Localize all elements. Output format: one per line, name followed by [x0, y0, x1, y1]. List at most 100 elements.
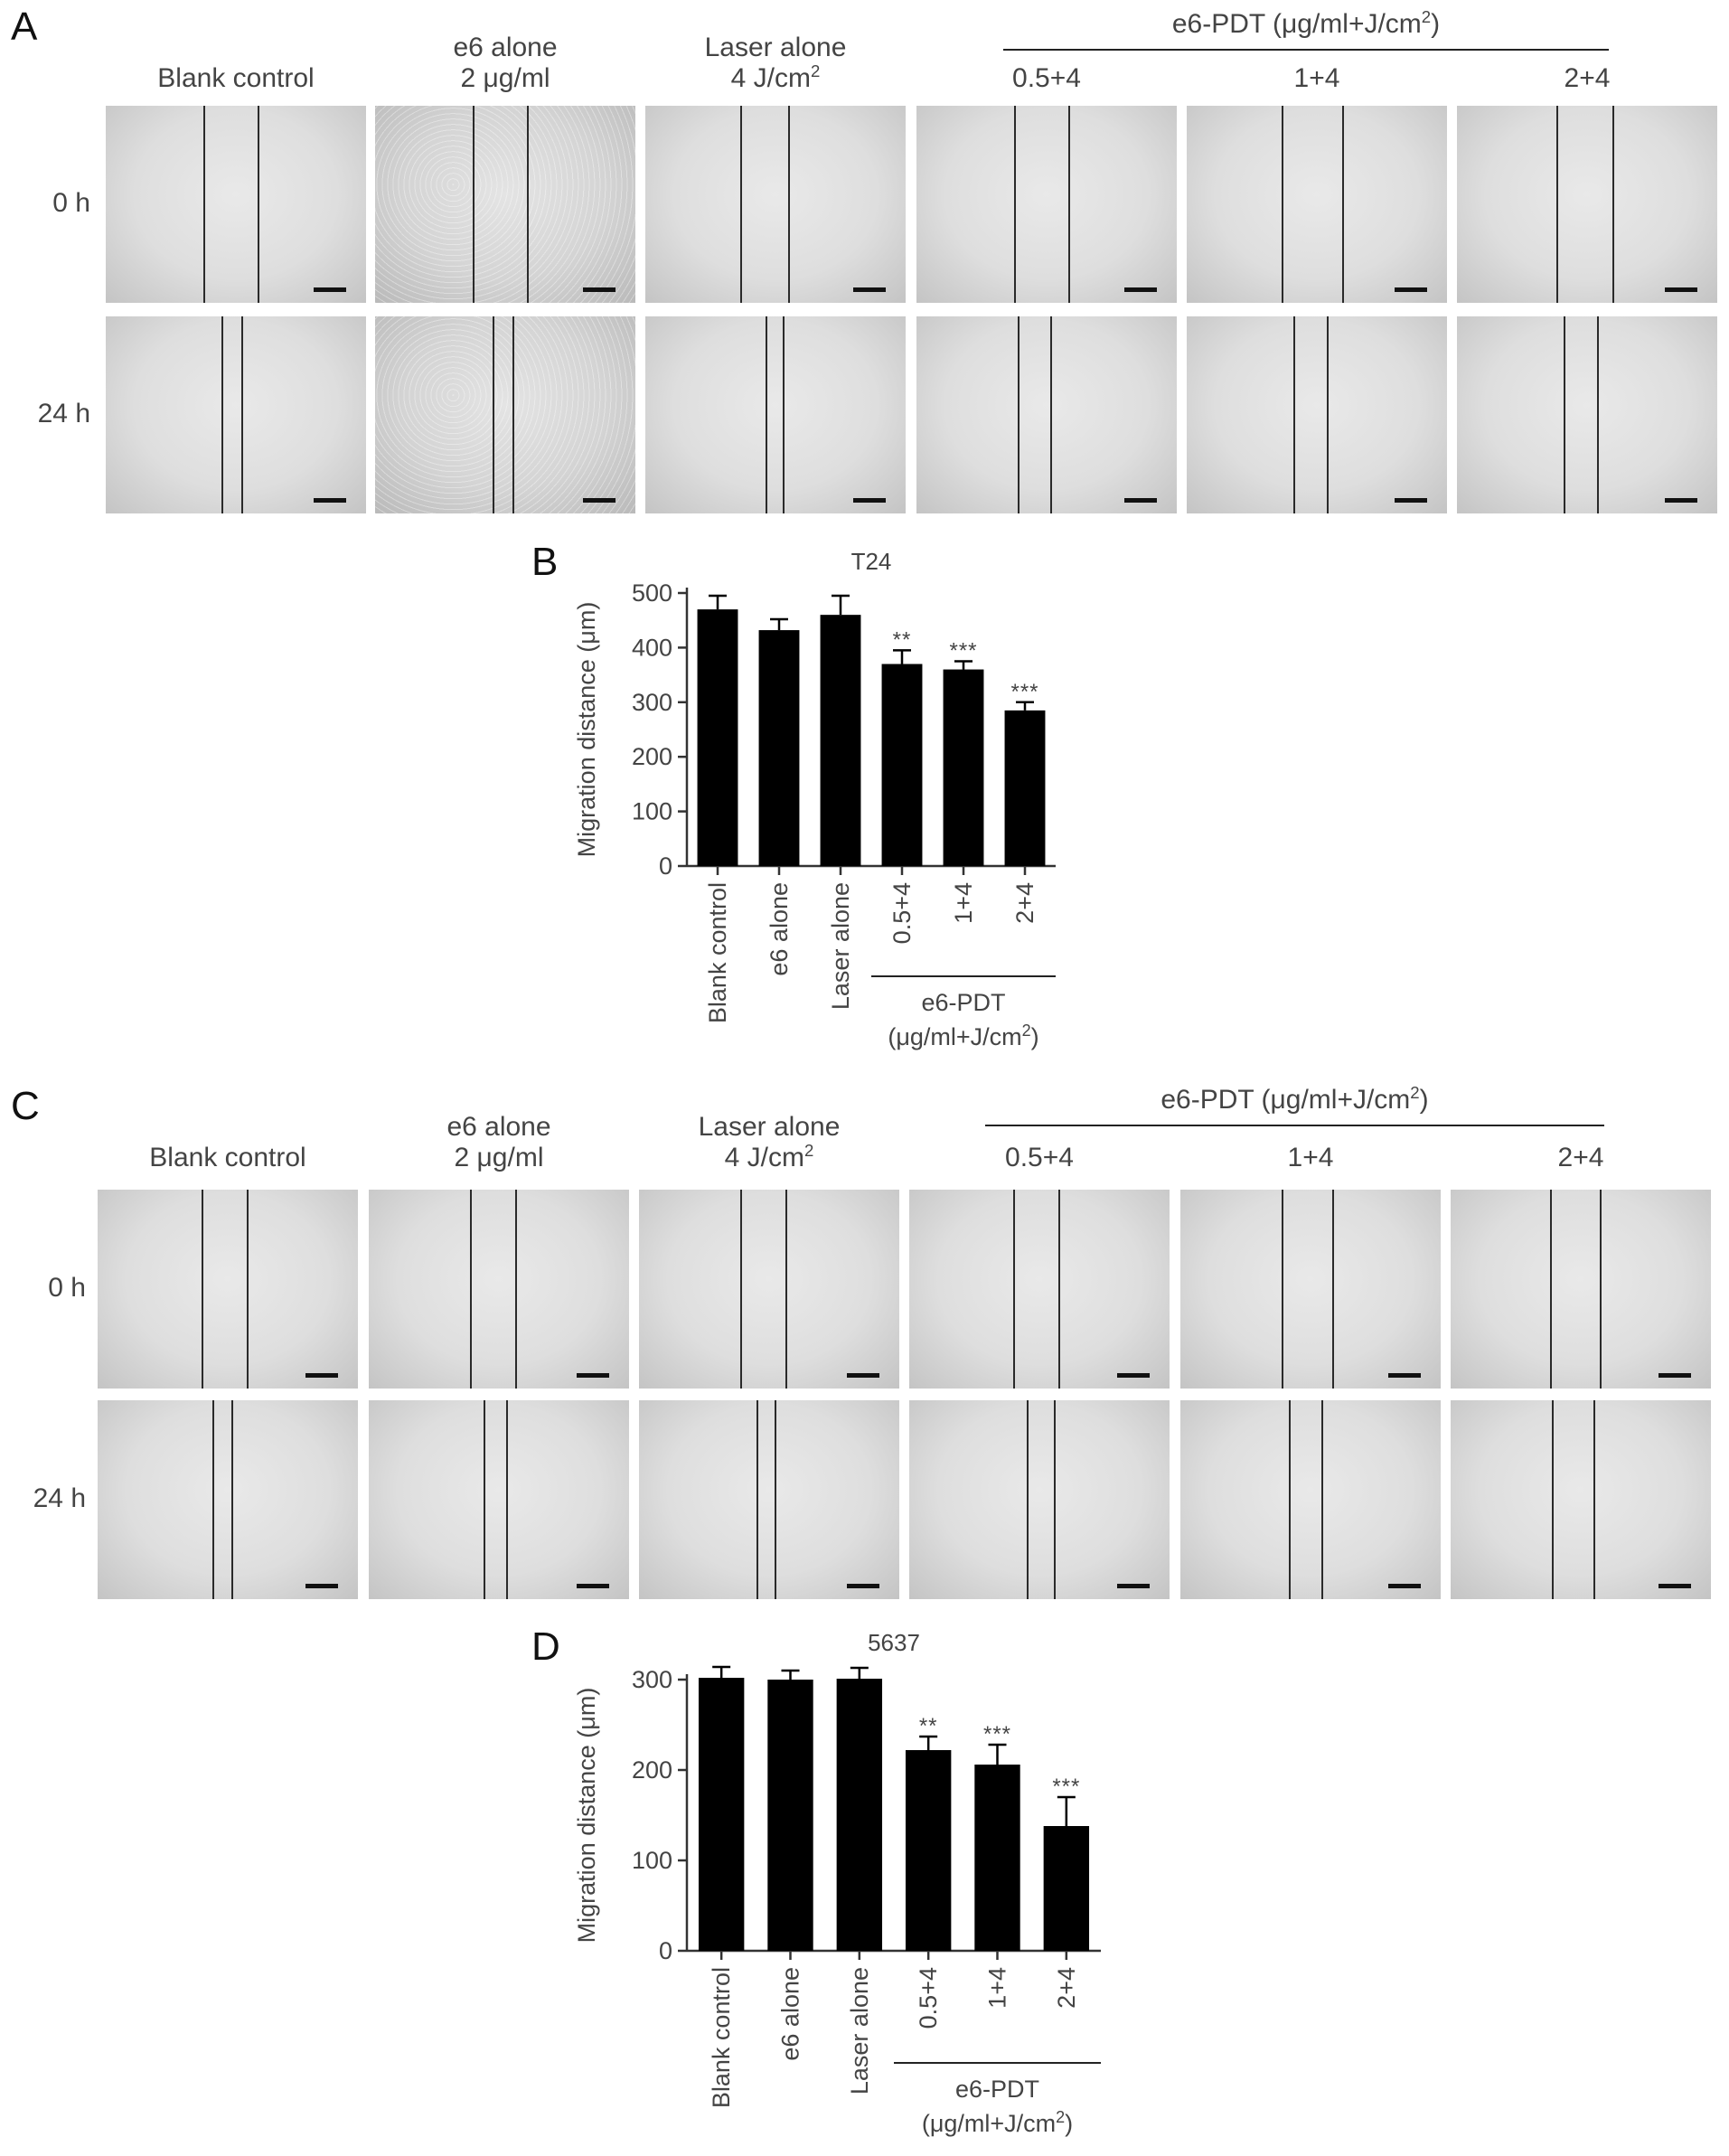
- wound-edge-line: [1593, 1400, 1595, 1599]
- chart-d-bar: [767, 1680, 813, 1951]
- panel-c-col-label-line1: [1451, 1112, 1711, 1143]
- scale-bar: [1665, 287, 1697, 292]
- panel-c-micrograph: [639, 1400, 899, 1599]
- chart-b-category-label: e6 alone: [766, 882, 793, 976]
- scale-bar: [847, 1373, 879, 1378]
- chart-d-significance-mark: **: [919, 1714, 938, 1738]
- panel-a-micrograph: [645, 106, 906, 303]
- scale-bar: [1117, 1373, 1150, 1378]
- scale-bar: [1395, 287, 1427, 292]
- wound-edge-line: [473, 106, 475, 303]
- scale-bar: [1124, 287, 1157, 292]
- chart-b-category-label: 1+4: [950, 882, 977, 924]
- wound-edge-line: [1321, 1400, 1323, 1599]
- chart-d-bar: [836, 1679, 883, 1951]
- wound-edge-line: [221, 316, 223, 513]
- scale-bar: [305, 1373, 338, 1378]
- wound-edge-line: [766, 316, 767, 513]
- panel-c-micrograph: [1451, 1190, 1711, 1389]
- wound-edge-line: [203, 106, 205, 303]
- chart-b-bar: [1004, 710, 1046, 866]
- wound-edge-line: [1068, 106, 1070, 303]
- chart-d-significance-mark: ***: [983, 1722, 1011, 1746]
- panel-c-micrograph: [1451, 1400, 1711, 1599]
- wound-edge-line: [1054, 1400, 1056, 1599]
- wound-edge-line: [1552, 1400, 1554, 1599]
- panel-a-col-label-3: 0.5+4: [916, 33, 1177, 94]
- panel-c-micrograph: [909, 1190, 1170, 1389]
- chart-d-y-tick-label: 300: [632, 1666, 672, 1693]
- panel-a-col-label-line1: Laser alone: [704, 33, 847, 62]
- chart-d-y-tick-label: 100: [632, 1847, 672, 1874]
- scale-bar: [1388, 1373, 1421, 1378]
- panel-c-col-label-5: 2+4: [1451, 1112, 1711, 1173]
- panel-a-col-label-line2: 0.5+4: [1012, 63, 1081, 93]
- chart-d-group-label-line2: (μg/ml+J/cm2): [922, 2108, 1073, 2137]
- panel-letter-a: A: [11, 5, 38, 49]
- panel-a-micrograph: [1457, 106, 1717, 303]
- chart-d-5637: 5637 0 100 200 300 Migration distance (μm) Bla…: [573, 1629, 1101, 2137]
- panel-c-col-label-0: Blank control: [98, 1112, 358, 1173]
- chart-b-significance-mark: ***: [949, 639, 977, 664]
- wound-edge-line: [1556, 106, 1558, 303]
- panel-c-micrograph: [1180, 1400, 1441, 1599]
- chart-b-bar: [881, 664, 923, 866]
- panel-c-col-label-line1: Laser alone: [698, 1112, 841, 1142]
- panel-c-col-label-line2: 4 J/cm2: [724, 1141, 814, 1172]
- chart-d-bar: [974, 1765, 1020, 1951]
- wound-edge-line: [756, 1400, 758, 1599]
- chart-d-category-label: 1+4: [984, 1967, 1011, 2009]
- panel-a-micrograph: [1457, 316, 1717, 513]
- panel-c-col-label-line2: Blank control: [149, 1143, 306, 1172]
- panel-a-col-label-line2: 4 J/cm2: [730, 61, 821, 93]
- panel-letter-c: C: [11, 1084, 40, 1128]
- panel-a-col-label-line2: 2+4: [1564, 63, 1611, 93]
- panel-a-group-header-line: [1003, 49, 1609, 51]
- wound-edge-line: [783, 316, 785, 513]
- panel-c-col-label-3: 0.5+4: [909, 1112, 1170, 1173]
- wound-edge-line: [1058, 1190, 1060, 1389]
- chart-d-bar: [1043, 1826, 1090, 1951]
- chart-d-category-label: e6 alone: [777, 1967, 804, 2061]
- panel-a-micrograph: [1187, 316, 1447, 513]
- scale-bar: [577, 1373, 609, 1378]
- panel-a-micrograph: [106, 316, 366, 513]
- panel-c-col-label-line1: [909, 1112, 1170, 1143]
- wound-edge-line: [788, 106, 790, 303]
- panel-a-row-label-0: 0 h: [52, 188, 90, 218]
- chart-b-y-tick-label: 100: [632, 798, 672, 825]
- chart-b-category-label: Blank control: [704, 882, 731, 1023]
- wound-edge-line: [1612, 106, 1614, 303]
- scale-bar: [1388, 1584, 1421, 1588]
- panel-c-col-label-line1: [1180, 1112, 1441, 1143]
- wound-edge-line: [484, 1400, 485, 1599]
- chart-d-y-tick-label: 0: [659, 1937, 672, 1964]
- scale-bar: [314, 287, 346, 292]
- chart-d-significance-mark: ***: [1052, 1775, 1080, 1799]
- panel-a-col-label-line2: Blank control: [157, 63, 315, 93]
- wound-edge-line: [515, 1190, 517, 1389]
- scale-bar: [314, 498, 346, 503]
- chart-b-group-label-line2: (μg/ml+J/cm2): [888, 1022, 1038, 1050]
- wound-edge-line: [1018, 316, 1020, 513]
- chart-b-group-label-line1: e6-PDT: [921, 989, 1005, 1016]
- panel-c-micrograph: [98, 1400, 358, 1599]
- panel-a-micrograph: [916, 106, 1177, 303]
- wound-edge-line: [740, 106, 742, 303]
- panel-letter-d: D: [531, 1624, 560, 1669]
- wound-edge-line: [1027, 1400, 1029, 1599]
- panel-a-col-label-line1: e6 alone: [453, 33, 558, 62]
- chart-b-bar: [943, 669, 984, 866]
- chart-b-y-label: Migration distance (μm): [573, 602, 600, 858]
- panel-a-micrograph: [375, 106, 635, 303]
- panel-a-col-label-line2: 2 μg/ml: [460, 63, 550, 93]
- panel-a-micrograph: [645, 316, 906, 513]
- panel-c-col-label-line2: 2+4: [1557, 1143, 1604, 1172]
- wound-edge-line: [1597, 316, 1599, 513]
- wound-edge-line: [470, 1190, 472, 1389]
- chart-d-y-tick-label: 200: [632, 1756, 672, 1784]
- wound-edge-line: [512, 316, 514, 513]
- panel-c-col-label-line2: 1+4: [1287, 1143, 1334, 1172]
- wound-edge-line: [1327, 316, 1329, 513]
- wound-edge-line: [247, 1190, 249, 1389]
